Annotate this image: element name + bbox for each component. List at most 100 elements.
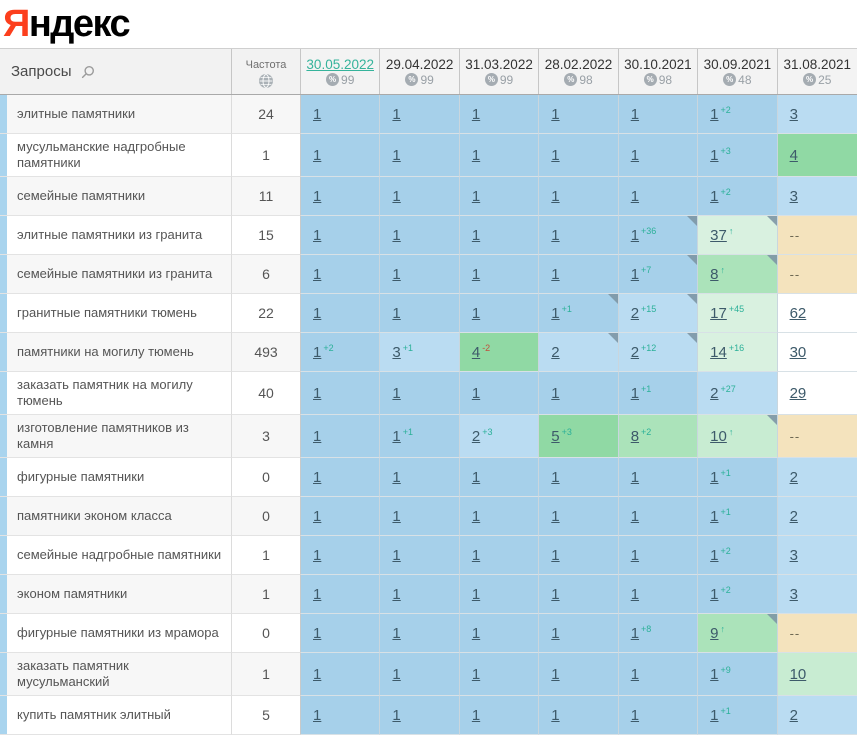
position-link[interactable]: 3 bbox=[392, 343, 401, 361]
position-link[interactable]: 1 bbox=[471, 624, 481, 642]
position-link[interactable]: 4 bbox=[789, 146, 798, 164]
date-header-link[interactable]: 30.10.2021 bbox=[624, 56, 692, 72]
position-link[interactable]: 1 bbox=[551, 468, 560, 486]
position-link[interactable]: 2 bbox=[789, 706, 798, 724]
position-link[interactable]: 1 bbox=[313, 226, 322, 244]
position-link[interactable]: 1 bbox=[471, 665, 481, 683]
position-link[interactable]: 1 bbox=[392, 665, 401, 683]
position-link[interactable]: 1 bbox=[471, 546, 481, 564]
position-link[interactable]: 1 bbox=[392, 507, 401, 525]
date-header-link[interactable]: 31.03.2022 bbox=[465, 56, 533, 72]
date-header-cell[interactable]: 30.05.2022% 99 bbox=[301, 49, 381, 94]
position-link[interactable]: 2 bbox=[630, 304, 640, 322]
position-link[interactable]: 2 bbox=[789, 468, 798, 486]
position-link[interactable]: 1 bbox=[630, 187, 640, 205]
position-link[interactable]: 1 bbox=[630, 706, 640, 724]
position-link[interactable]: 1 bbox=[551, 624, 560, 642]
date-header-cell[interactable]: 28.02.2022% 98 bbox=[539, 49, 619, 94]
position-link[interactable]: 1 bbox=[710, 546, 719, 564]
position-link[interactable]: 1 bbox=[313, 187, 322, 205]
position-link[interactable]: 1 bbox=[630, 507, 640, 525]
position-link[interactable]: 1 bbox=[313, 507, 322, 525]
position-link[interactable]: 1 bbox=[710, 665, 719, 683]
position-link[interactable]: 1 bbox=[313, 665, 322, 683]
position-link[interactable]: 1 bbox=[551, 226, 560, 244]
position-link[interactable]: 1 bbox=[710, 187, 719, 205]
position-link[interactable]: 1 bbox=[710, 105, 719, 123]
position-link[interactable]: 3 bbox=[789, 105, 798, 123]
position-link[interactable]: 1 bbox=[313, 585, 322, 603]
position-link[interactable]: 30 bbox=[789, 343, 807, 361]
position-link[interactable]: 8 bbox=[710, 265, 719, 283]
position-link[interactable]: 1 bbox=[630, 624, 640, 642]
position-link[interactable]: 37 bbox=[710, 226, 727, 244]
date-header-cell[interactable]: 30.10.2021% 98 bbox=[618, 49, 699, 94]
position-link[interactable]: 1 bbox=[710, 706, 719, 724]
position-link[interactable]: 1 bbox=[630, 384, 640, 402]
position-link[interactable]: 1 bbox=[551, 507, 560, 525]
position-link[interactable]: 14 bbox=[710, 343, 727, 361]
position-link[interactable]: 1 bbox=[313, 304, 322, 322]
position-link[interactable]: 1 bbox=[471, 585, 481, 603]
date-header-link[interactable]: 30.09.2021 bbox=[703, 56, 772, 72]
position-link[interactable]: 10 bbox=[789, 665, 807, 683]
position-link[interactable]: 1 bbox=[710, 507, 719, 525]
position-link[interactable]: 1 bbox=[392, 546, 401, 564]
position-link[interactable]: 2 bbox=[630, 343, 640, 361]
position-link[interactable]: 1 bbox=[392, 468, 401, 486]
position-link[interactable]: 1 bbox=[471, 265, 481, 283]
position-link[interactable]: 3 bbox=[789, 546, 798, 564]
position-link[interactable]: 1 bbox=[551, 265, 560, 283]
position-link[interactable]: 1 bbox=[471, 146, 481, 164]
position-link[interactable]: 1 bbox=[551, 546, 560, 564]
position-link[interactable]: 1 bbox=[392, 105, 401, 123]
position-link[interactable]: 1 bbox=[313, 265, 322, 283]
position-link[interactable]: 1 bbox=[313, 624, 322, 642]
date-header-link[interactable]: 29.04.2022 bbox=[385, 56, 454, 72]
position-link[interactable]: 1 bbox=[313, 105, 322, 123]
position-link[interactable]: 9 bbox=[710, 624, 719, 642]
position-link[interactable]: 1 bbox=[551, 585, 560, 603]
position-link[interactable]: 1 bbox=[313, 427, 322, 445]
position-link[interactable]: 1 bbox=[313, 468, 322, 486]
position-link[interactable]: 10 bbox=[710, 427, 727, 445]
position-link[interactable]: 1 bbox=[313, 546, 322, 564]
position-link[interactable]: 1 bbox=[471, 226, 481, 244]
position-link[interactable]: 1 bbox=[471, 105, 481, 123]
position-link[interactable]: 1 bbox=[471, 187, 481, 205]
position-link[interactable]: 1 bbox=[392, 624, 401, 642]
position-link[interactable]: 1 bbox=[710, 146, 719, 164]
position-link[interactable]: 1 bbox=[313, 706, 322, 724]
position-link[interactable]: 1 bbox=[551, 187, 560, 205]
position-link[interactable]: 2 bbox=[789, 507, 798, 525]
position-link[interactable]: 1 bbox=[392, 187, 401, 205]
position-link[interactable]: 1 bbox=[392, 706, 401, 724]
position-link[interactable]: 1 bbox=[630, 265, 640, 283]
position-link[interactable]: 1 bbox=[630, 146, 640, 164]
date-header-cell[interactable]: 29.04.2022% 99 bbox=[380, 49, 460, 94]
position-link[interactable]: 1 bbox=[392, 384, 401, 402]
position-link[interactable]: 5 bbox=[551, 427, 560, 445]
position-link[interactable]: 1 bbox=[630, 105, 640, 123]
position-link[interactable]: 2 bbox=[551, 343, 560, 361]
position-link[interactable]: 1 bbox=[392, 427, 401, 445]
position-link[interactable]: 1 bbox=[630, 585, 640, 603]
position-link[interactable]: 1 bbox=[392, 304, 401, 322]
position-link[interactable]: 1 bbox=[313, 343, 322, 361]
position-link[interactable]: 1 bbox=[392, 146, 401, 164]
position-link[interactable]: 1 bbox=[630, 546, 640, 564]
position-link[interactable]: 1 bbox=[392, 585, 401, 603]
date-header-link[interactable]: 28.02.2022 bbox=[544, 56, 613, 72]
position-link[interactable]: 1 bbox=[551, 304, 560, 322]
position-link[interactable]: 8 bbox=[630, 427, 640, 445]
position-link[interactable]: 1 bbox=[630, 665, 640, 683]
position-link[interactable]: 1 bbox=[710, 585, 719, 603]
position-link[interactable]: 1 bbox=[471, 384, 481, 402]
date-header-link[interactable]: 30.05.2022 bbox=[306, 56, 374, 72]
search-icon[interactable] bbox=[81, 65, 95, 79]
position-link[interactable]: 1 bbox=[471, 706, 481, 724]
position-link[interactable]: 1 bbox=[551, 384, 560, 402]
position-link[interactable]: 3 bbox=[789, 585, 798, 603]
position-link[interactable]: 1 bbox=[630, 468, 640, 486]
position-link[interactable]: 1 bbox=[471, 468, 481, 486]
